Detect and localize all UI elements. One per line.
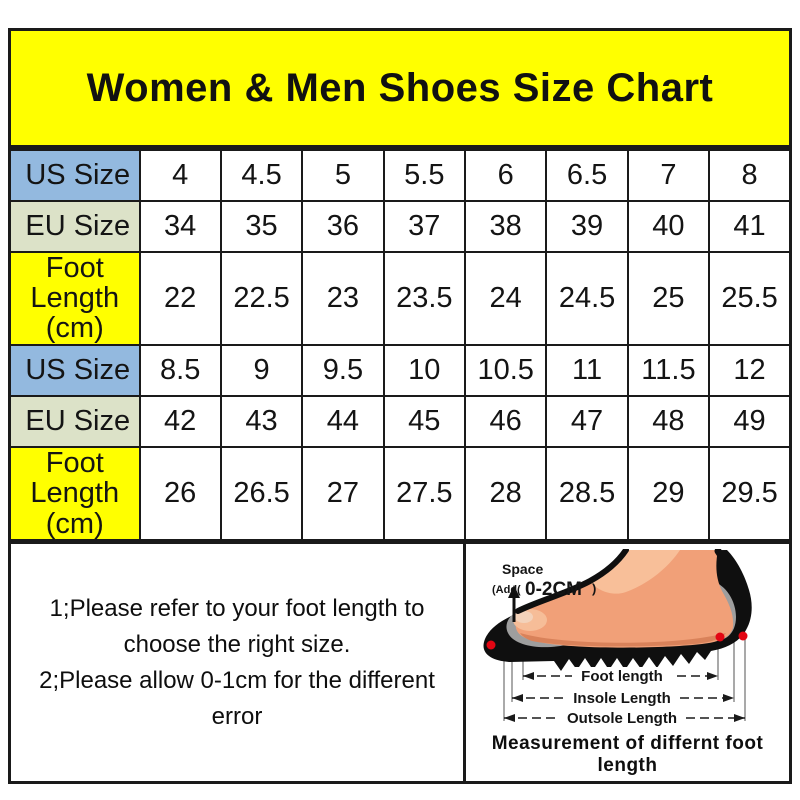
size-table-body: US Size 4 4.5 5 5.5 6 6.5 7 8 EU Size 34 35 36 37 38 39…: [8, 148, 792, 542]
size-cell: 22: [138, 250, 222, 346]
size-cell: 25: [626, 250, 711, 346]
foot-shading: [519, 633, 726, 647]
size-cell: 41: [708, 199, 792, 253]
note-line-1: 1;Please refer to your foot length to ch…: [49, 594, 425, 658]
size-cell: 39: [545, 199, 629, 253]
table-row: EU Size 42 43 44 45 46 47 48 49: [8, 394, 792, 448]
size-cell: 45: [382, 394, 467, 448]
space-label: Space: [502, 561, 543, 577]
size-cell: 22.5: [219, 250, 304, 346]
table-row: Foot Length (cm) 26 26.5 27 27.5 28 28.5 29 29.5: [8, 445, 792, 542]
size-cell: 23: [301, 250, 385, 346]
toe-nail-highlight: [514, 611, 533, 624]
space-add-prefix: (Add(: [492, 584, 521, 596]
size-cell: 9.5: [301, 343, 385, 397]
space-value: 0-2CM: [525, 579, 582, 600]
size-cell: 24.5: [545, 250, 629, 346]
achilles-outline: [714, 549, 744, 597]
size-cell: 28: [463, 445, 548, 542]
size-cell: 23.5: [382, 250, 467, 346]
bottom-section: 1;Please refer to your foot length to ch…: [8, 542, 792, 785]
diagram-caption: Measurement of differnt foot length: [491, 733, 764, 777]
row-header: EU Size: [8, 199, 141, 253]
table-row: US Size 4 4.5 5 5.5 6 6.5 7 8: [8, 148, 792, 202]
space-arrow-head: [507, 585, 520, 599]
heel-outsole-dot: [738, 631, 747, 641]
size-cell: 27.5: [382, 445, 467, 542]
size-cell: 11.5: [626, 343, 711, 397]
size-cell: 10: [382, 343, 467, 397]
foot-shape: [515, 550, 733, 648]
size-cell: 29.5: [708, 445, 792, 542]
toe-tip-dot: [486, 640, 495, 650]
table-row: US Size 8.5 9 9.5 10 10.5 11 11.5 12: [8, 343, 792, 397]
size-cell: 5: [301, 148, 385, 202]
size-cell: 38: [463, 199, 548, 253]
size-cell: 6: [463, 148, 548, 202]
size-cell: 34: [138, 199, 222, 253]
size-cell: 47: [545, 394, 629, 448]
size-cell: 49: [708, 394, 792, 448]
page-title: Women & Men Shoes Size Chart: [86, 65, 714, 110]
space-suffix: ): [592, 581, 596, 596]
table-row: EU Size 34 35 36 37 38 39 40 41: [8, 199, 792, 253]
heel-insole-dot: [715, 632, 724, 642]
size-cell: 25.5: [708, 250, 792, 346]
size-cell: 12: [708, 343, 792, 397]
size-cell: 40: [626, 199, 711, 253]
row-header: Foot Length (cm): [8, 250, 141, 346]
size-cell: 5.5: [382, 148, 467, 202]
table-row: Foot Length (cm) 22 22.5 23 23.5 24 24.5 25 25.5: [8, 250, 792, 346]
size-cell: 26: [138, 445, 222, 542]
size-cell: 43: [219, 394, 304, 448]
size-cell: 46: [463, 394, 548, 448]
size-cell: 4.5: [219, 148, 304, 202]
size-cell: 9: [219, 343, 304, 397]
size-cell: 4: [138, 148, 222, 202]
size-cell: 36: [301, 199, 385, 253]
row-header: Foot Length (cm): [8, 445, 141, 542]
outsole-length-label: Outsole Length: [567, 710, 677, 727]
size-cell: 24: [463, 250, 548, 346]
size-cell: 8.5: [138, 343, 222, 397]
foot-diagram-illustration: Space (Add( 0-2CM ) Foot length: [483, 549, 752, 727]
size-cell: 27: [301, 445, 385, 542]
size-cell: 35: [219, 199, 304, 253]
size-cell: 11: [545, 343, 629, 397]
size-cell: 7: [626, 148, 711, 202]
size-cell: 42: [138, 394, 222, 448]
note-line-2: 2;Please allow 0-1cm for the different e…: [39, 666, 435, 730]
size-cell: 48: [626, 394, 711, 448]
foot-highlight: [589, 550, 680, 594]
size-cell: 28.5: [545, 445, 629, 542]
size-cell: 37: [382, 199, 467, 253]
sizing-notes: 1;Please refer to your foot length to ch…: [11, 544, 466, 782]
row-header: US Size: [8, 343, 141, 397]
size-cell: 6.5: [545, 148, 629, 202]
size-cell: 44: [301, 394, 385, 448]
instep-outline: [514, 549, 629, 615]
size-cell: 8: [708, 148, 792, 202]
size-cell: 10.5: [463, 343, 548, 397]
foot-measurement-diagram: Space (Add( 0-2CM ) Foot length: [466, 544, 789, 782]
size-cell: 29: [626, 445, 711, 542]
foot-length-label: Foot length: [581, 668, 663, 685]
size-cell: 26.5: [219, 445, 304, 542]
row-header: EU Size: [8, 394, 141, 448]
row-header: US Size: [8, 148, 141, 202]
size-table: US Size 4 4.5 5 5.5 6 6.5 7 8 EU Size 34 35 36 37 38 39…: [8, 148, 792, 543]
chart-title-banner: Women & Men Shoes Size Chart: [8, 28, 792, 148]
insole-length-label: Insole Length: [573, 690, 671, 707]
